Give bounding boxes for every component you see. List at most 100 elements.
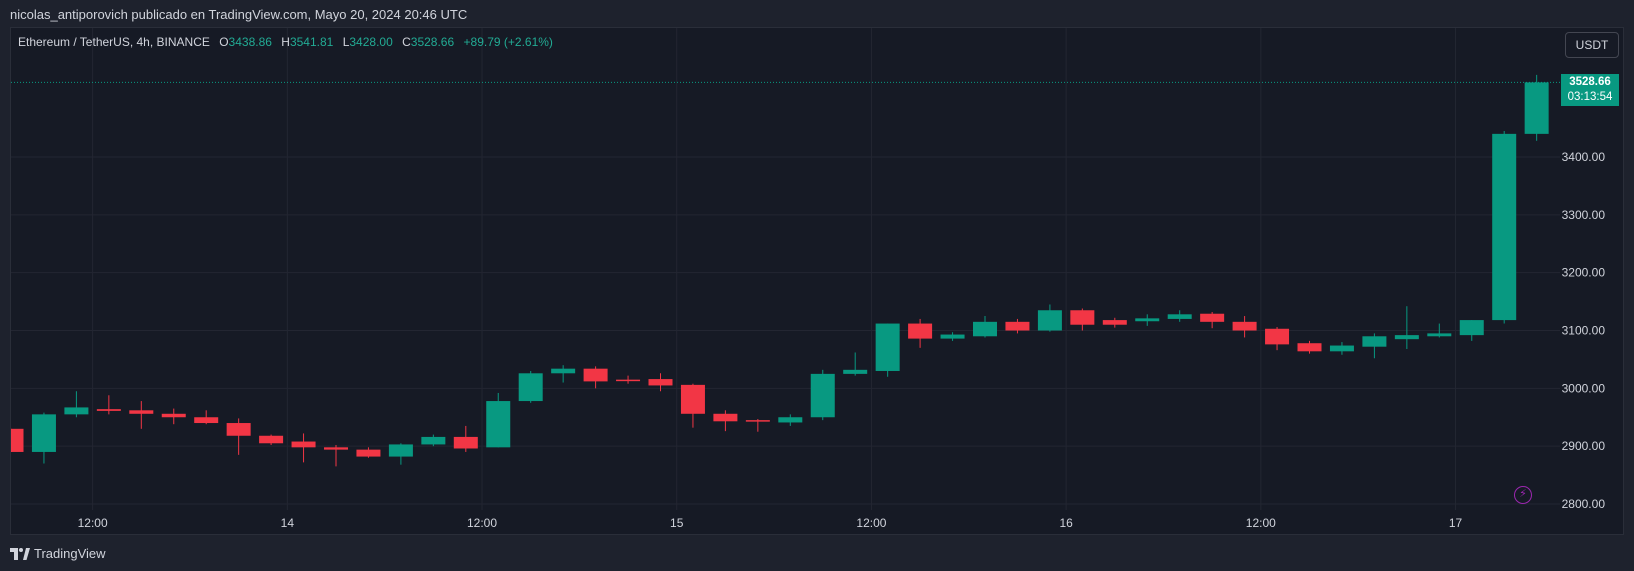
lightning-bolt-icon[interactable]: ⚡: [1514, 486, 1532, 504]
currency-button[interactable]: USDT: [1565, 32, 1619, 58]
candle-body: [1524, 82, 1549, 134]
close-value: 3528.66: [410, 35, 455, 49]
x-tick-label: 12:00: [1246, 516, 1276, 530]
y-axis: 2800.00 2900.00 3000.00 3100.00 3200.00 3300.…: [1562, 150, 1606, 511]
x-axis: 12:001412:001512:001612:001712:001812:00…: [78, 516, 1463, 530]
candle: [551, 365, 576, 383]
candle-body: [324, 447, 348, 450]
y-tick-label: 3400.00: [1562, 150, 1606, 164]
candle-body: [778, 417, 803, 423]
publish-caption: nicolas_antiporovich publicado en Tradin…: [10, 7, 468, 22]
candle-body: [1167, 314, 1192, 319]
candle-body: [226, 423, 251, 436]
candle-body: [843, 369, 868, 374]
candle: [11, 428, 24, 452]
candle-body: [875, 323, 900, 371]
candle-body: [1070, 310, 1095, 325]
x-tick-label: 17: [1449, 516, 1463, 530]
candle: [810, 369, 835, 421]
candle-body: [616, 379, 641, 382]
candle: [356, 447, 381, 458]
y-tick-label: 2900.00: [1562, 439, 1606, 453]
open-label: O: [219, 35, 229, 49]
y-tick-label: 3100.00: [1562, 324, 1606, 338]
candle: [1102, 317, 1127, 328]
x-tick-label: 14: [281, 516, 295, 530]
candle-body: [1329, 345, 1354, 352]
candle: [161, 408, 186, 425]
last-price-label: 3528.66 03:13:54: [1561, 74, 1619, 106]
candle: [1459, 320, 1484, 341]
candle-body: [940, 334, 965, 339]
candle: [1070, 308, 1095, 331]
candle: [1492, 130, 1517, 324]
candle-body: [291, 441, 316, 448]
candle: [31, 412, 56, 464]
candle: [1394, 306, 1419, 350]
candle-body: [1102, 320, 1127, 325]
candle: [324, 445, 348, 467]
high-label: H: [281, 35, 290, 49]
candle: [1232, 316, 1257, 338]
candle: [680, 383, 705, 428]
x-tick-label: 16: [1059, 516, 1073, 530]
change-value: +89.79 (+2.61%): [463, 35, 553, 49]
candle: [875, 323, 900, 377]
low-value: 3428.00: [349, 35, 393, 49]
symbol-title[interactable]: Ethereum / TetherUS, 4h, BINANCE: [18, 35, 210, 49]
candle: [1329, 342, 1354, 355]
candle: [96, 395, 121, 415]
candle: [64, 391, 89, 418]
x-tick-label: 12:00: [856, 516, 886, 530]
candle-body: [1265, 328, 1290, 345]
low-label: L: [342, 35, 350, 49]
high-value: 3541.81: [289, 35, 334, 49]
candle: [1167, 310, 1192, 322]
footer-brand-text: TradingView: [34, 546, 106, 561]
candle: [1135, 314, 1160, 326]
candle: [388, 443, 413, 465]
candle: [291, 433, 316, 463]
candle-body: [973, 321, 997, 337]
x-tick-label: 15: [670, 516, 684, 530]
candle: [940, 332, 965, 341]
candle-body: [1362, 336, 1387, 347]
candle-body: [583, 368, 608, 382]
candle-body: [1135, 318, 1160, 322]
candle: [1265, 327, 1290, 351]
candle-body: [388, 444, 413, 457]
candle-body: [1459, 320, 1484, 336]
y-tick-label: 3200.00: [1562, 266, 1606, 280]
candle: [778, 414, 803, 426]
candle: [129, 401, 154, 429]
grid-lines: [11, 28, 1560, 510]
candle: [1427, 323, 1452, 338]
candle: [1037, 304, 1062, 332]
footer-brand: TradingView: [10, 546, 106, 561]
candle-body: [356, 449, 381, 457]
candle-body: [1492, 133, 1517, 321]
candle-body: [1005, 321, 1030, 331]
candle: [1005, 318, 1030, 334]
candle-body: [161, 413, 186, 418]
candle: [1524, 74, 1549, 141]
y-tick-label: 2800.00: [1562, 497, 1606, 511]
candle: [745, 418, 770, 432]
candle: [908, 318, 933, 348]
bar-countdown: 03:13:54: [1567, 91, 1613, 103]
candle-body: [11, 428, 24, 452]
candle-body: [810, 373, 835, 418]
candle-body: [421, 436, 446, 445]
candle: [1297, 340, 1322, 354]
candle: [648, 373, 673, 392]
candle: [421, 434, 446, 447]
candle: [453, 425, 478, 452]
candle-body: [31, 414, 56, 452]
candle-body: [1394, 335, 1419, 340]
candle-body: [486, 401, 511, 448]
chart-pane[interactable]: [10, 27, 1624, 535]
candle: [259, 434, 284, 446]
candle-body: [745, 420, 770, 422]
candle-body: [1427, 333, 1452, 337]
